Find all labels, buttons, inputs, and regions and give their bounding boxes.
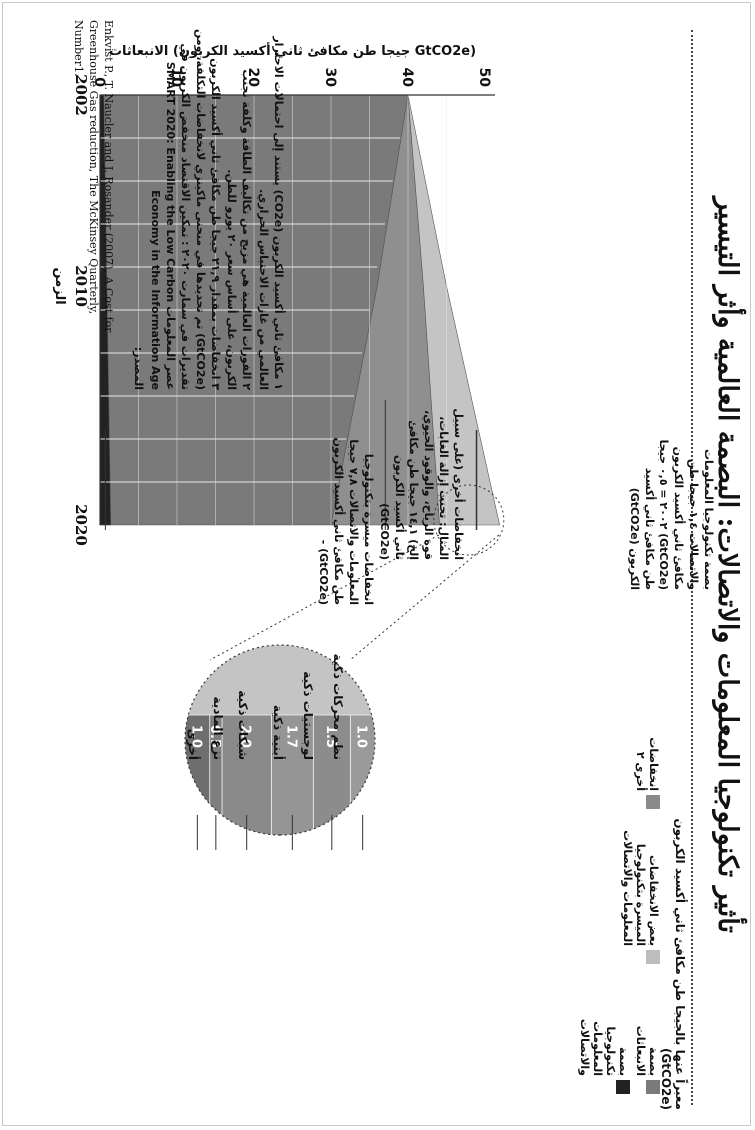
- x-axis-label: الزمن: [52, 268, 67, 305]
- footnote-2: ٢ الفورات العالمية هي مزيج من تكاليف الط…: [225, 69, 254, 390]
- magnifier-circle: [184, 644, 376, 836]
- zoom-connector-top: [349, 534, 500, 661]
- breakdown-value-label: 0.5: [207, 725, 222, 748]
- annotation-ict-footprint: بصمة تكنولوجيا المعلومات والاتصالات ١,٤ …: [627, 439, 715, 590]
- x-tick-label: 2020: [72, 504, 90, 546]
- source-label: المصدر:: [132, 346, 146, 390]
- breakdown-value-label: 1.0: [354, 725, 369, 748]
- footnotes: ١ مكافئ ثاني أكسيد الكربون (CO2e) يستند …: [129, 20, 285, 390]
- y-tick-label: 10: [168, 68, 184, 88]
- breakdown-label-buildings: أبنية ذكية: [271, 704, 285, 760]
- breakdown-value-label: 1.0: [188, 725, 203, 748]
- breakdown-label-logistics: لوجستيات ذكية: [301, 671, 315, 760]
- x-tick-label: 2010: [72, 265, 90, 307]
- annotation-other-reductions: انخفاضات أخرى (على سبيل المثال: تجنب إزا…: [377, 408, 465, 560]
- zoom-connector-bottom: [209, 534, 440, 661]
- y-tick-label: 30: [322, 68, 338, 88]
- annotation-enabled-reductions: انخفاضات ميسرة بتكنولوجيا المعلومات والا…: [317, 437, 375, 605]
- breakdown-label-dematerialization: نزع المادية: [211, 696, 225, 760]
- zoom-source-circle: [433, 484, 505, 556]
- y-axis-label: الانبعاثات (جيجا طن مكافئ ثاني أكسيد الك…: [109, 42, 476, 59]
- breakdown-value-label: 2.0: [238, 725, 253, 748]
- footnote-3: ٣ انخفاضات بمقدار ٢١,٩ جيجا طن مكافئ ثان…: [149, 28, 222, 390]
- breakdown-value-label: 1.7: [283, 725, 298, 748]
- y-tick-label: 50: [476, 68, 492, 88]
- breakdown-label-other: أخرى: [186, 728, 200, 760]
- area-ict-enabled: [407, 94, 501, 526]
- y-tick-label: 0: [91, 77, 107, 87]
- breakdown-label-grids: شبكات ذكية: [236, 690, 250, 760]
- breakdown-value-label: 1.5: [323, 725, 338, 748]
- y-tick-label: 20: [245, 68, 261, 88]
- footnote-1: ١ مكافئ ثاني أكسيد الكربون (CO2e) يستند …: [257, 36, 285, 390]
- source-citation: Enkvist P., T. Naucler and J. Rosander (…: [72, 20, 115, 333]
- x-tick-label: 2002: [72, 74, 90, 116]
- breakdown-label-motors: نظم محركات ذكية: [331, 653, 345, 760]
- y-tick-label: 40: [399, 68, 415, 88]
